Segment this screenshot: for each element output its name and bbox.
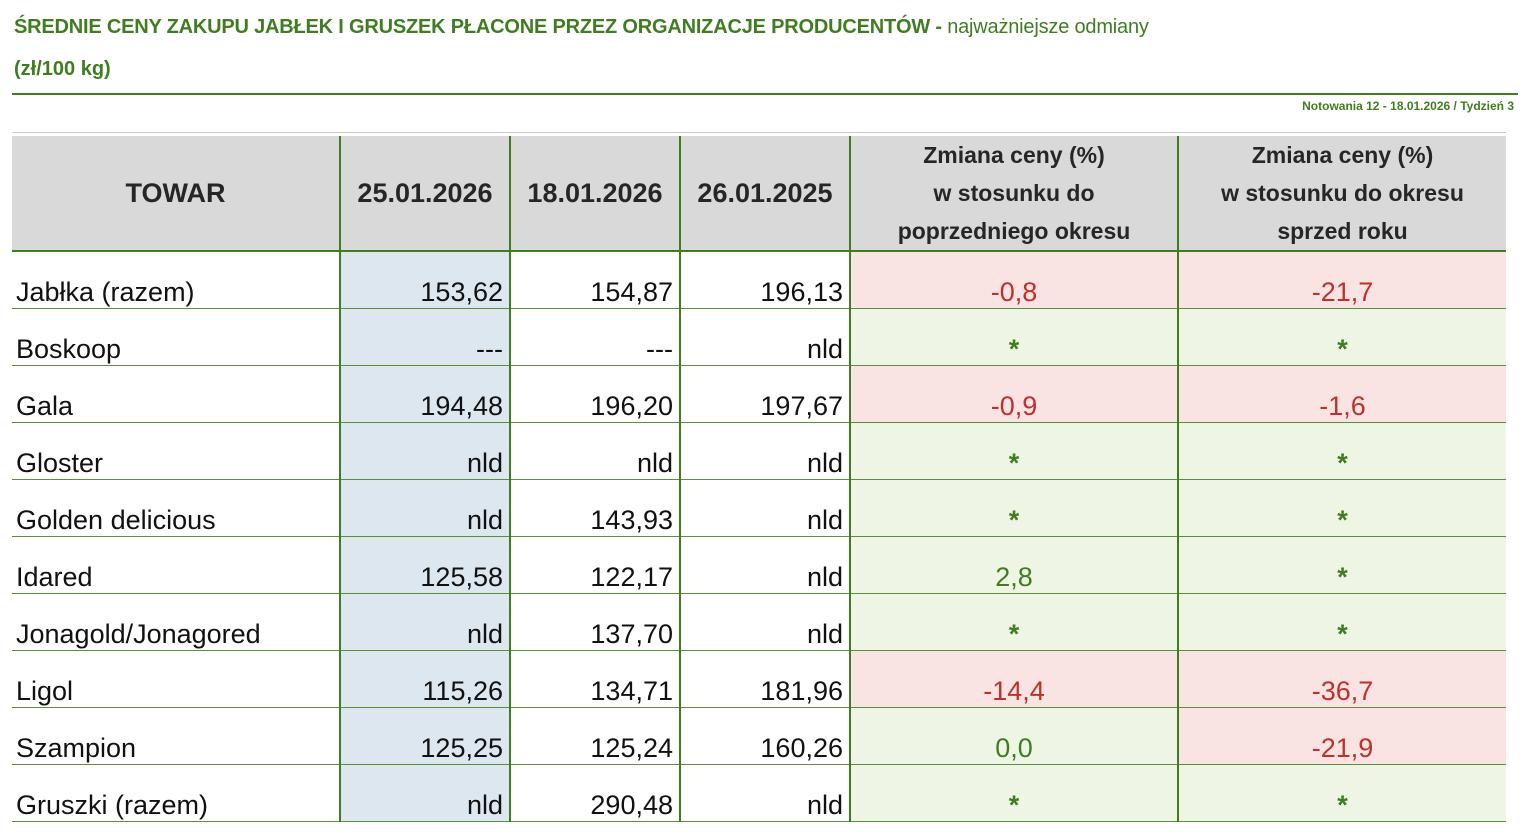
cell-change-previous: -0,9 (850, 365, 1179, 423)
table-row: Idared 125,58 122,17 nld 2,8 * (12, 536, 1506, 594)
cell-price-previous: 137,70 (510, 593, 681, 651)
cell-change-year: * (1178, 536, 1506, 594)
header-change-previous-line-2: w stosunku do (933, 180, 1095, 206)
cell-product-name: Gloster (12, 422, 341, 480)
cell-product-name: Boskoop (12, 308, 341, 366)
cell-price-year-ago: 160,26 (680, 707, 851, 765)
cell-change-year: * (1178, 479, 1506, 537)
cell-price-previous: 154,87 (510, 251, 681, 309)
header-date-3: 26.01.2025 (680, 136, 851, 252)
header-change-year-line-3: sprzed roku (1277, 218, 1408, 244)
cell-change-previous: -14,4 (850, 650, 1179, 708)
table-row: Boskoop --- --- nld * * (12, 308, 1506, 366)
cell-change-previous: * (850, 479, 1179, 537)
cell-price-year-ago: 196,13 (680, 251, 851, 309)
table-row: Szampion 125,25 125,24 160,26 0,0 -21,9 (12, 707, 1506, 765)
notowania-label: Notowania 12 - 18.01.2026 / Tydzień 3 (1302, 99, 1514, 113)
cell-change-year: -21,7 (1178, 251, 1506, 309)
cell-price-previous: 290,48 (510, 764, 681, 822)
cell-product-name: Gala (12, 365, 341, 423)
cell-price-previous: 122,17 (510, 536, 681, 594)
cell-change-previous: -0,8 (850, 251, 1179, 309)
cell-change-previous: 2,8 (850, 536, 1179, 594)
cell-price-current: 194,48 (340, 365, 511, 423)
cell-price-year-ago: nld (680, 764, 851, 822)
cell-price-current: nld (340, 479, 511, 537)
header-date-2: 18.01.2026 (510, 136, 681, 252)
cell-price-year-ago: nld (680, 593, 851, 651)
table-row: Ligol 115,26 134,71 181,96 -14,4 -36,7 (12, 650, 1506, 708)
report-title: ŚREDNIE CENY ZAKUPU JABŁEK I GRUSZEK PŁA… (14, 16, 1149, 39)
cell-price-current: 125,25 (340, 707, 511, 765)
report-title-separator: - (930, 16, 948, 38)
cell-change-previous: 0,0 (850, 707, 1179, 765)
cell-price-current: nld (340, 593, 511, 651)
cell-product-name: Szampion (12, 707, 341, 765)
cell-price-year-ago: nld (680, 536, 851, 594)
cell-change-year: -36,7 (1178, 650, 1506, 708)
header-change-year: Zmiana ceny (%) w stosunku do okresu spr… (1178, 136, 1506, 252)
cell-change-previous: * (850, 764, 1179, 822)
table-row: Gala 194,48 196,20 197,67 -0,9 -1,6 (12, 365, 1506, 423)
cell-change-previous: * (850, 593, 1179, 651)
table-top-line (12, 132, 1506, 133)
report-title-main: ŚREDNIE CENY ZAKUPU JABŁEK I GRUSZEK PŁA… (14, 16, 931, 38)
cell-price-previous: 196,20 (510, 365, 681, 423)
table-row: Jonagold/Jonagored nld 137,70 nld * * (12, 593, 1506, 651)
table-row: Gloster nld nld nld * * (12, 422, 1506, 480)
header-towar: TOWAR (12, 136, 341, 252)
cell-change-previous: * (850, 308, 1179, 366)
header-change-previous-line-3: poprzedniego okresu (897, 218, 1131, 244)
cell-price-year-ago: nld (680, 479, 851, 537)
cell-product-name: Jabłka (razem) (12, 251, 341, 309)
report-title-sub: najważniejsze odmiany (947, 16, 1149, 38)
cell-change-year: * (1178, 308, 1506, 366)
cell-product-name: Golden delicious (12, 479, 341, 537)
price-table: TOWAR 25.01.2026 18.01.2026 26.01.2025 Z… (12, 136, 1506, 822)
header-change-year-line-2: w stosunku do okresu (1221, 180, 1464, 206)
cell-price-previous: nld (510, 422, 681, 480)
table-row: Jabłka (razem) 153,62 154,87 196,13 -0,8… (12, 251, 1506, 309)
table-row: Golden delicious nld 143,93 nld * * (12, 479, 1506, 537)
cell-price-year-ago: 181,96 (680, 650, 851, 708)
cell-product-name: Gruszki (razem) (12, 764, 341, 822)
cell-price-previous: 134,71 (510, 650, 681, 708)
cell-change-year: -21,9 (1178, 707, 1506, 765)
cell-price-current: --- (340, 308, 511, 366)
header-date-1: 25.01.2026 (340, 136, 511, 252)
cell-change-year: * (1178, 764, 1506, 822)
cell-product-name: Idared (12, 536, 341, 594)
title-divider (12, 93, 1518, 95)
table-header-row: TOWAR 25.01.2026 18.01.2026 26.01.2025 Z… (12, 136, 1506, 252)
cell-price-current: 153,62 (340, 251, 511, 309)
header-change-year-line-1: Zmiana ceny (%) (1251, 142, 1434, 168)
cell-price-year-ago: 197,67 (680, 365, 851, 423)
cell-price-previous: 143,93 (510, 479, 681, 537)
cell-product-name: Ligol (12, 650, 341, 708)
cell-price-previous: 125,24 (510, 707, 681, 765)
table-row: Gruszki (razem) nld 290,48 nld * * (12, 764, 1506, 822)
cell-price-year-ago: nld (680, 308, 851, 366)
header-change-previous-line-1: Zmiana ceny (%) (923, 142, 1105, 168)
cell-change-year: -1,6 (1178, 365, 1506, 423)
cell-change-year: * (1178, 593, 1506, 651)
cell-price-current: 125,58 (340, 536, 511, 594)
cell-price-current: nld (340, 764, 511, 822)
cell-product-name: Jonagold/Jonagored (12, 593, 341, 651)
cell-price-current: 115,26 (340, 650, 511, 708)
report-unit: (zł/100 kg) (14, 58, 111, 80)
cell-price-current: nld (340, 422, 511, 480)
header-change-previous: Zmiana ceny (%) w stosunku do poprzednie… (850, 136, 1179, 252)
cell-price-previous: --- (510, 308, 681, 366)
cell-change-previous: * (850, 422, 1179, 480)
cell-price-year-ago: nld (680, 422, 851, 480)
cell-change-year: * (1178, 422, 1506, 480)
